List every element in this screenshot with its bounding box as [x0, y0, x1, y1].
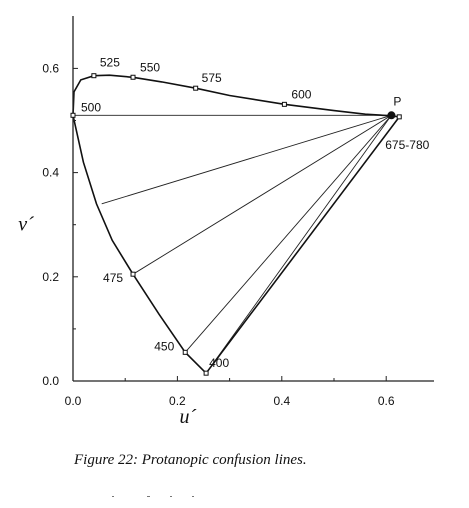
wavelength-label: 575	[202, 71, 222, 85]
x-axis-title: u´	[180, 406, 197, 428]
copunctal-label: P	[393, 94, 401, 108]
y-tick-label: 0.6	[42, 61, 59, 75]
confusion-line	[184, 114, 392, 353]
scan-speck	[192, 496, 194, 497]
y-axis-title: v´	[18, 214, 34, 236]
y-tick-label: 0.0	[42, 374, 59, 388]
confusion-lines	[73, 114, 392, 374]
wavelength-label: 400	[209, 356, 229, 370]
wavelength-marker	[203, 370, 209, 376]
scan-speck	[170, 496, 172, 497]
wavelength-label: 500	[81, 100, 101, 114]
wavelength-marker	[130, 271, 136, 277]
copunctal-point	[387, 111, 396, 120]
wavelength-marker	[193, 85, 199, 91]
y-tick-label: 0.2	[42, 270, 59, 284]
wavelength-markers	[70, 73, 402, 376]
confusion-line	[101, 114, 392, 205]
wavelength-marker	[91, 73, 97, 79]
wavelength-marker	[130, 74, 136, 80]
figure-caption: Figure 22: Protanopic confusion lines.	[74, 452, 307, 468]
spectrum-locus-upper	[72, 74, 400, 118]
wavelength-label: 525	[100, 56, 120, 70]
x-tick-label: 0.2	[169, 394, 186, 408]
scan-speck	[147, 496, 150, 497]
wavelength-label: 600	[291, 87, 311, 101]
scan-speck	[112, 496, 114, 497]
wavelength-marker	[182, 349, 188, 355]
x-tick-label: 0.4	[273, 394, 290, 408]
wavelength-marker	[281, 101, 287, 107]
chart-labels: u´ v´ 400 450 475 500 525 550 575 600 675-780 P	[18, 56, 429, 428]
spectrum-locus	[72, 74, 400, 374]
x-tick-label: 0.6	[378, 394, 395, 408]
x-tick-label: 0.0	[65, 394, 82, 408]
chromaticity-chart: 0.0 0.2 0.4 0.6 0.0 0.2 0.4 0.6 u´ v´ 400 450 475 50…	[18, 16, 434, 428]
wavelength-label: 475	[103, 271, 123, 285]
confusion-line	[132, 114, 392, 275]
wavelength-label: 550	[140, 60, 160, 74]
y-tick-label: 0.4	[42, 166, 59, 180]
confusion-line	[205, 115, 392, 374]
wavelength-label: 450	[154, 339, 174, 353]
wavelength-label: 675-780	[385, 138, 429, 152]
wavelength-marker	[70, 112, 76, 118]
purple-line	[205, 116, 400, 374]
wavelength-marker	[396, 114, 402, 120]
spectrum-locus-lower	[72, 115, 207, 374]
axes: 0.0 0.2 0.4 0.6 0.0 0.2 0.4 0.6	[42, 16, 434, 408]
